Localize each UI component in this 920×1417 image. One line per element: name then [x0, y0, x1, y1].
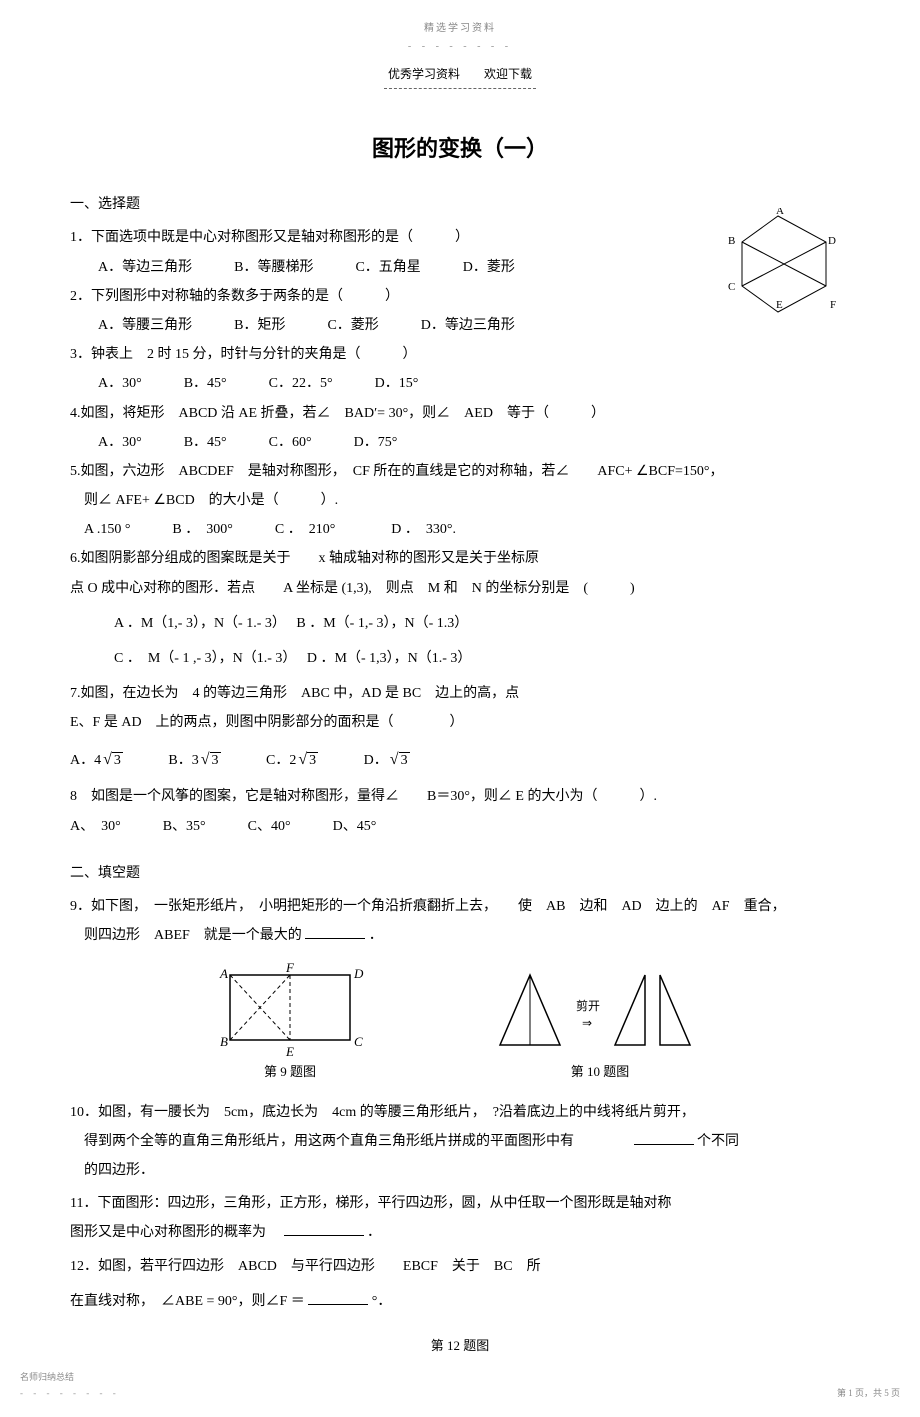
q7-optA-prefix: A．4 [70, 753, 101, 768]
figure-10: 剪开 ⇒ 第 10 题图 [490, 960, 710, 1083]
top-header-text: 精选学习资料 [424, 23, 496, 34]
q11-period: ． [367, 1225, 381, 1240]
sub-header: 优秀学习资料 欢迎下载 [384, 62, 536, 89]
footer-right: 第 1 页，共 5 页 [837, 1385, 900, 1401]
q6-opts-row2: C ． M（- 1 ,- 3），N（1.- 3） D ．M（- 1,3），N（1… [70, 646, 850, 671]
q10-stem2-text: 得到两个全等的直角三角形纸片，用这两个直角三角形纸片拼成的平面图形中有 [70, 1134, 574, 1149]
svg-text:A: A [219, 966, 228, 981]
figure-9-svg: A F D B E C [210, 960, 370, 1060]
q10-stem2: 得到两个全等的直角三角形纸片，用这两个直角三角形纸片拼成的平面图形中有 个不同 [70, 1129, 850, 1154]
footer-left: 名师归纳总结 - - - - - - - - [20, 1369, 120, 1401]
top-header-dots: - - - - - - - - [408, 41, 512, 52]
hex-label-d: D [828, 235, 836, 247]
svg-text:E: E [285, 1044, 294, 1059]
q7-opts: A．43 B．33 C．23 D．3 [70, 746, 850, 775]
svg-text:F: F [285, 960, 295, 975]
hex-label-b: B [728, 235, 735, 247]
svg-text:C: C [354, 1034, 363, 1049]
sqrt-icon: 3 [101, 746, 123, 775]
q3-stem: 3．钟表上 2 时 15 分，时针与分针的夹角是（ ） [70, 342, 850, 367]
figure-10-caption: 第 10 题图 [571, 1060, 630, 1083]
hex-label-a: A [776, 208, 784, 217]
q3-opts: A．30° B．45° C．22．5° D．15° [70, 371, 850, 396]
q10-blank [634, 1131, 694, 1145]
q6-stem2: 点 O 成中心对称的图形．若点 A 坐标是 (1,3), 则点 M 和 N 的坐… [70, 576, 850, 601]
q10-stem3: 的四边形． [70, 1158, 850, 1183]
figures-row: A F D B E C 第 9 题图 剪开 ⇒ 第 10 题图 [70, 960, 850, 1083]
q9-blank [305, 925, 365, 939]
q12-stem: 12．如图，若平行四边形 ABCD 与平行四边形 EBCF 关于 BC 所 [70, 1254, 850, 1279]
svg-text:⇒: ⇒ [582, 1016, 592, 1030]
q7-optD: D． [322, 753, 388, 768]
figure-9: A F D B E C 第 9 题图 [210, 960, 370, 1083]
q4-opts: A．30° B．45° C．60° D．75° [70, 430, 850, 455]
q6-opts-row1: A ．M（1,- 3），N（- 1.- 3） B ．M（- 1,- 3），N（-… [70, 611, 850, 636]
q11-stem: 11．下面图形：四边形，三角形，正方形，梯形，平行四边形，圆，从中任取一个图形既… [70, 1191, 850, 1216]
q4-stem: 4.如图，将矩形 ABCD 沿 AE 折叠，若∠ BAD′= 30°，则∠ AE… [70, 401, 850, 426]
q9-stem: 9．如下图， 一张矩形纸片， 小明把矩形的一个角沿折痕翻折上去， 使 AB 边和… [70, 894, 850, 919]
q10-suffix: 个不同 [697, 1134, 739, 1149]
q6-optB: B ．M（- 1,- 3），N（- 1.3） [296, 616, 468, 631]
q8-opts: A、 30° B、35° C、40° D、45° [70, 814, 850, 839]
page-top-header: 精选学习资料 - - - - - - - - [70, 20, 850, 56]
svg-text:剪开: 剪开 [576, 998, 600, 1013]
q7-stem: 7.如图，在边长为 4 的等边三角形 ABC 中，AD 是 BC 边上的高，点 [70, 681, 850, 706]
q7-stem2: E、F 是 AD 上的两点，则图中阴影部分的面积是（ ） [70, 710, 850, 735]
q5-stem: 5.如图，六边形 ABCDEF 是轴对称图形， CF 所在的直线是它的对称轴，若… [70, 459, 850, 484]
q12-stem2-text: 在直线对称， ∠ABE = 90°，则∠F ＝ [70, 1294, 305, 1309]
svg-text:B: B [220, 1034, 228, 1049]
q12-stem2: 在直线对称， ∠ABE = 90°，则∠F ＝ °． [70, 1289, 850, 1314]
q6-optD: D ．M（- 1,3），N（1.- 3） [307, 651, 472, 666]
q11-stem2-text: 图形又是中心对称图形的概率为 [70, 1225, 266, 1240]
q9-stem2-text: 则四边形 ABEF 就是一个最大的 [70, 928, 302, 943]
q8-stem: 8 如图是一个风筝的图案，它是轴对称图形，量得∠ B＝30°，则∠ E 的大小为… [70, 784, 850, 809]
q11-blank [284, 1222, 364, 1236]
hex-label-f: F [830, 299, 836, 311]
sqrt-icon: 3 [296, 746, 318, 775]
section-2-heading: 二、填空题 [70, 861, 850, 886]
hexagon-figure: A B D C E F [728, 208, 858, 318]
q6-stem: 6.如图阴影部分组成的图案既是关于 x 轴成轴对称的图形又是关于坐标原 [70, 546, 850, 571]
q9-period: ． [369, 928, 383, 943]
q5-opts: A .150 ° B ． 300° C ． 210° D ． 330°. [70, 517, 850, 542]
figure-9-caption: 第 9 题图 [264, 1060, 316, 1083]
q10-stem: 10．如图，有一腰长为 5cm，底边长为 4cm 的等腰三角形纸片， ?沿着底边… [70, 1100, 850, 1125]
svg-text:D: D [353, 966, 364, 981]
hex-label-e: E [776, 299, 783, 311]
q7-optB: B．3 [126, 753, 198, 768]
page-title: 图形的变换（一） [70, 129, 850, 169]
q6-optC: C ． M（- 1 ,- 3），N（1.- 3） [114, 651, 289, 666]
q6-optA: A ．M（1,- 3），N（- 1.- 3） [114, 616, 279, 631]
figure-12-caption: 第 12 题图 [70, 1334, 850, 1357]
q7-optC: C．2 [224, 753, 296, 768]
sqrt-icon: 3 [199, 746, 221, 775]
q9-stem2: 则四边形 ABEF 就是一个最大的 ． [70, 923, 850, 948]
sub-header-wrap: 优秀学习资料 欢迎下载 [70, 62, 850, 129]
q12-suffix: °． [372, 1294, 392, 1309]
q5-stem2: 则∠ AFE+ ∠BCD 的大小是（ ）. [70, 488, 850, 513]
footer-left-dots: - - - - - - - - [20, 1388, 120, 1398]
sqrt-icon: 3 [388, 746, 410, 775]
figure-10-svg: 剪开 ⇒ [490, 960, 710, 1060]
hex-label-c: C [728, 281, 735, 293]
q11-stem2: 图形又是中心对称图形的概率为 ． [70, 1220, 850, 1245]
footer-left-text: 名师归纳总结 [20, 1372, 74, 1382]
